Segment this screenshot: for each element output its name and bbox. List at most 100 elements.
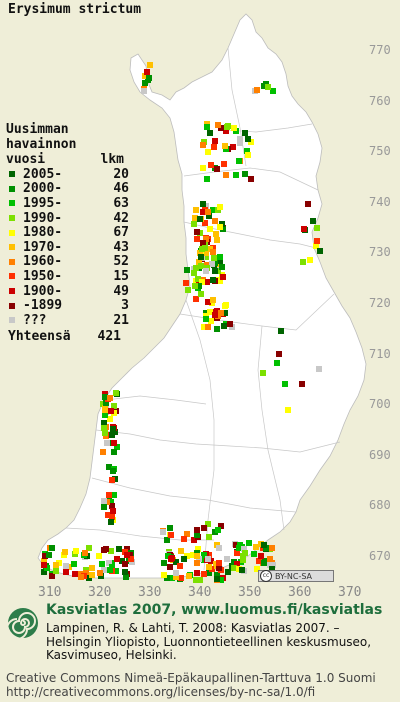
occurrence-square [234, 561, 240, 567]
occurrence-square [310, 218, 316, 224]
occurrence-square [142, 80, 148, 86]
legend-swatch [9, 258, 15, 265]
occurrence-square [108, 548, 114, 554]
easting-label: 330 [138, 585, 162, 600]
occurrence-square [219, 264, 225, 270]
occurrence-square [107, 416, 113, 422]
legend-period: 1995- [23, 195, 63, 211]
occurrence-square [206, 570, 212, 576]
occurrence-square [223, 302, 229, 308]
occurrence-square [195, 276, 201, 282]
occurrence-square [261, 560, 267, 566]
occurrence-square [205, 209, 211, 215]
legend-count: 15 [113, 268, 129, 284]
occurrence-square [173, 574, 179, 580]
citation: Lampinen, R. & Lahti, T. 2008: Kasviatla… [46, 621, 372, 662]
occurrence-square [106, 560, 112, 566]
occurrence-square [181, 556, 187, 562]
legend-count: 21 [113, 312, 129, 328]
legend-row: 1980- 67 [6, 225, 146, 240]
easting-label: 370 [338, 585, 362, 600]
occurrence-square [89, 565, 95, 571]
occurrence-square [194, 553, 200, 559]
occurrence-square [221, 323, 227, 329]
occurrence-square [301, 226, 307, 232]
legend: Uusimman havainnon vuosi lkm 2005- 20 2000… [6, 122, 146, 344]
occurrence-square [196, 283, 202, 289]
occurrence-square [169, 555, 175, 561]
occurrence-square [210, 297, 216, 303]
occurrence-square [109, 477, 115, 483]
legend-count-header: lkm [100, 152, 124, 167]
easting-label: 320 [88, 585, 112, 600]
occurrence-square [113, 568, 119, 574]
occurrence-square [86, 545, 92, 551]
occurrence-square [123, 574, 129, 580]
legend-row: 1995- 63 [6, 196, 146, 211]
cc-icon: cc [260, 570, 272, 582]
northing-label: 700 [369, 397, 391, 412]
occurrence-square [109, 503, 115, 509]
occurrence-square [204, 124, 210, 130]
occurrence-square [111, 440, 117, 446]
legend-row: 1960- 52 [6, 254, 146, 270]
occurrence-square [216, 565, 222, 571]
occurrence-square [258, 553, 264, 559]
occurrence-square [96, 553, 102, 559]
occurrence-square [200, 240, 206, 246]
occurrence-square [217, 204, 223, 210]
legend-row: 1990- 42 [6, 211, 146, 226]
occurrence-square [231, 125, 237, 131]
occurrence-square [212, 138, 218, 144]
occurrence-square [270, 562, 276, 568]
occurrence-square [222, 310, 228, 316]
license-badge[interactable]: cc BY-NC-SA [258, 570, 334, 582]
northing-label: 760 [369, 93, 391, 108]
occurrence-square [142, 73, 148, 79]
northing-label: 730 [369, 245, 391, 260]
occurrence-square [195, 546, 201, 552]
legend-swatch [9, 302, 15, 309]
legend-period: 1960- [23, 254, 63, 270]
atlas-title[interactable]: Kasviatlas 2007, www.luomus.fi/kasviatla… [46, 602, 383, 618]
legend-count: 63 [113, 195, 129, 211]
occurrence-square [78, 574, 84, 580]
license-url[interactable]: http://creativecommons.org/licenses/by-n… [6, 685, 316, 699]
occurrence-square [236, 158, 242, 164]
occurrence-square [267, 556, 273, 562]
license-line-1: Creative Commons Nimeä-Epäkaupallinen-Ta… [6, 671, 376, 685]
occurrence-square [197, 250, 203, 256]
occurrence-square [245, 152, 251, 158]
occurrence-square [212, 218, 218, 224]
easting-label: 340 [188, 585, 212, 600]
occurrence-square [210, 249, 216, 255]
legend-period: 1900- [23, 283, 63, 299]
easting-label: 360 [288, 585, 312, 600]
occurrence-square [285, 407, 291, 413]
occurrence-square [222, 143, 228, 149]
occurrence-square [200, 201, 206, 207]
occurrence-square [230, 144, 236, 150]
legend-total-count: 421 [97, 328, 121, 344]
occurrence-square [313, 243, 319, 249]
footer: Kasviatlas 2007, www.luomus.fi/kasviatla… [0, 600, 400, 702]
occurrence-square [206, 534, 212, 540]
occurrence-square [62, 549, 68, 555]
occurrence-square [214, 572, 220, 578]
occurrence-square [207, 309, 213, 315]
occurrence-square [203, 316, 209, 322]
occurrence-square [314, 238, 320, 244]
occurrence-square [109, 514, 115, 520]
occurrence-square [106, 464, 112, 470]
occurrence-square [204, 279, 210, 285]
legend-rows: 2005- 20 2000- 46 1995- 63 1990- 42 1980- 67 1970-… [6, 167, 146, 328]
legend-row: -1899 3 [6, 298, 146, 313]
northing-label: 670 [369, 549, 391, 563]
occurrence-square [41, 569, 47, 575]
legend-count: 52 [113, 254, 129, 270]
legend-period: -1899 [23, 298, 63, 314]
occurrence-square [201, 552, 207, 558]
occurrence-square [100, 449, 106, 455]
occurrence-square [211, 255, 217, 261]
occurrence-square [103, 400, 109, 406]
